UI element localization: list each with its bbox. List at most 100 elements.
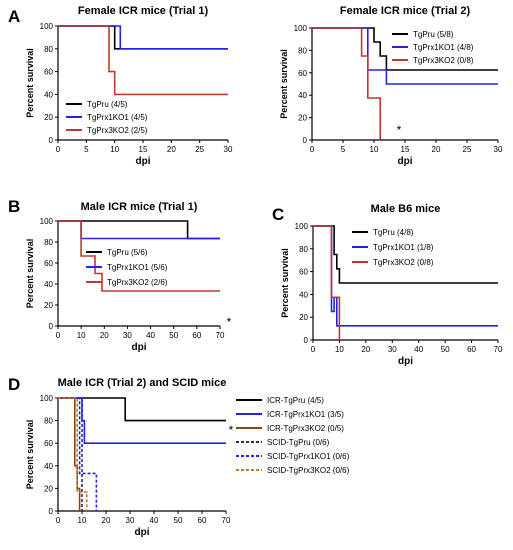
series-line-2 xyxy=(313,225,498,327)
y-tick-label: 80 xyxy=(44,417,53,426)
x-tick-label: 40 xyxy=(414,345,423,354)
significance-asterisk: * xyxy=(397,123,402,137)
chart-title: Female ICR mice (Trial 1) xyxy=(78,5,209,17)
legend-label-3: TgPrx3KO2 (0/8) xyxy=(413,56,474,65)
series-line-1 xyxy=(312,27,498,71)
x-tick-label: 10 xyxy=(78,516,87,525)
y-tick-label: 60 xyxy=(298,69,307,78)
chart-title: Male ICR (Trial 2) and SCID mice xyxy=(58,377,227,389)
y-axis-label: Percent survival xyxy=(25,239,35,309)
x-tick-label: 5 xyxy=(84,145,89,154)
y-tick-label: 0 xyxy=(49,136,54,145)
y-tick-label: 0 xyxy=(304,336,309,345)
series-line-3 xyxy=(312,27,381,140)
legend-label-3: TgPrx3KO2 (0/8) xyxy=(373,258,434,267)
legend-label-2: TgPrx1KO1 (4/8) xyxy=(413,43,474,52)
legend-label-1: TgPru (5/8) xyxy=(413,30,454,39)
x-tick-label: 30 xyxy=(224,145,233,154)
series-line-2 xyxy=(58,25,228,50)
legend-label-3: TgPrx3KO2 (2/6) xyxy=(107,278,168,287)
x-tick-label: 10 xyxy=(370,145,379,154)
y-tick-label: 20 xyxy=(299,313,308,322)
panel-letter: C xyxy=(272,205,284,224)
legend-label-1: ICR-TgPru (4/5) xyxy=(267,396,324,405)
panel-letter: D xyxy=(8,375,20,394)
series-line-3 xyxy=(58,397,81,511)
y-tick-label: 60 xyxy=(299,268,308,277)
x-tick-label: 25 xyxy=(195,145,204,154)
significance-asterisk: * xyxy=(227,315,232,329)
x-axis-label: dpi xyxy=(398,156,413,167)
x-tick-label: 50 xyxy=(169,331,178,340)
y-tick-label: 100 xyxy=(40,22,54,31)
x-tick-label: 20 xyxy=(102,516,111,525)
x-tick-label: 70 xyxy=(494,345,503,354)
y-tick-label: 100 xyxy=(40,217,54,226)
legend-label-1: TgPru (4/8) xyxy=(373,228,414,237)
chart-title: Male B6 mice xyxy=(371,203,441,215)
x-tick-label: 0 xyxy=(310,145,315,154)
x-tick-label: 70 xyxy=(216,331,225,340)
x-tick-label: 40 xyxy=(150,516,159,525)
y-tick-label: 100 xyxy=(294,24,308,33)
series-line-3 xyxy=(58,25,228,96)
x-tick-label: 60 xyxy=(198,516,207,525)
panel-letter: A xyxy=(8,7,20,26)
y-axis-label: Percent survival xyxy=(279,49,289,119)
legend-label-2: TgPrx1KO1 (1/8) xyxy=(373,243,434,252)
legend-label-5: SCID-TgPrx1KO1 (0/6) xyxy=(267,452,350,461)
significance-asterisk: * xyxy=(229,423,234,437)
x-tick-label: 40 xyxy=(146,331,155,340)
x-tick-label: 30 xyxy=(123,331,132,340)
x-tick-label: 10 xyxy=(110,145,119,154)
x-axis-label: dpi xyxy=(136,156,151,167)
y-tick-label: 20 xyxy=(44,301,53,310)
x-tick-label: 10 xyxy=(335,345,344,354)
x-tick-label: 60 xyxy=(192,331,201,340)
x-axis-label: dpi xyxy=(398,356,413,367)
x-tick-label: 20 xyxy=(100,331,109,340)
series-line-1 xyxy=(313,225,498,284)
legend-label-3: ICR-TgPrx3KO2 (0/5) xyxy=(267,424,344,433)
y-tick-label: 20 xyxy=(44,113,53,122)
y-tick-label: 40 xyxy=(298,91,307,100)
y-tick-label: 40 xyxy=(44,90,53,99)
series-line-1 xyxy=(58,25,228,50)
x-tick-label: 25 xyxy=(463,145,472,154)
x-tick-label: 0 xyxy=(56,331,61,340)
x-tick-label: 20 xyxy=(361,345,370,354)
x-tick-label: 70 xyxy=(222,516,231,525)
chart-panel-5: D Male ICR (Trial 2) and SCID mice 0 20 40 60… xyxy=(8,375,350,538)
legend-label-2: TgPrx1KO1 (5/6) xyxy=(107,263,168,272)
x-tick-label: 30 xyxy=(388,345,397,354)
x-tick-label: 30 xyxy=(494,145,503,154)
x-tick-label: 15 xyxy=(401,145,410,154)
x-tick-label: 60 xyxy=(467,345,476,354)
legend-label-1: TgPru (5/6) xyxy=(107,248,148,257)
x-tick-label: 5 xyxy=(341,145,346,154)
series-line-6 xyxy=(58,397,88,511)
y-tick-label: 100 xyxy=(40,394,54,403)
y-tick-label: 40 xyxy=(44,462,53,471)
series-line-1 xyxy=(58,397,226,422)
legend-label-2: ICR-TgPrx1KO1 (3/5) xyxy=(267,410,344,419)
x-tick-label: 0 xyxy=(56,516,61,525)
chart-title: Male ICR mice (Trial 1) xyxy=(81,201,198,213)
legend-label-1: TgPru (4/5) xyxy=(87,100,128,109)
series-line-2 xyxy=(58,220,220,240)
panel-letter: B xyxy=(8,197,20,216)
y-tick-label: 60 xyxy=(44,259,53,268)
legend-label-3: TgPrx3KO2 (2/5) xyxy=(87,126,148,135)
series-line-1 xyxy=(58,220,220,240)
x-tick-label: 20 xyxy=(167,145,176,154)
y-tick-label: 0 xyxy=(303,136,308,145)
y-axis-label: Percent survival xyxy=(280,248,290,318)
x-tick-label: 50 xyxy=(174,516,183,525)
y-tick-label: 0 xyxy=(49,507,54,516)
chart-panel-3: B Male ICR mice (Trial 1) 0 20 40 60 80 100 0 10 2… xyxy=(8,197,232,353)
y-tick-label: 80 xyxy=(44,238,53,247)
y-tick-label: 100 xyxy=(295,222,309,231)
y-tick-label: 40 xyxy=(299,290,308,299)
x-tick-label: 10 xyxy=(77,331,86,340)
